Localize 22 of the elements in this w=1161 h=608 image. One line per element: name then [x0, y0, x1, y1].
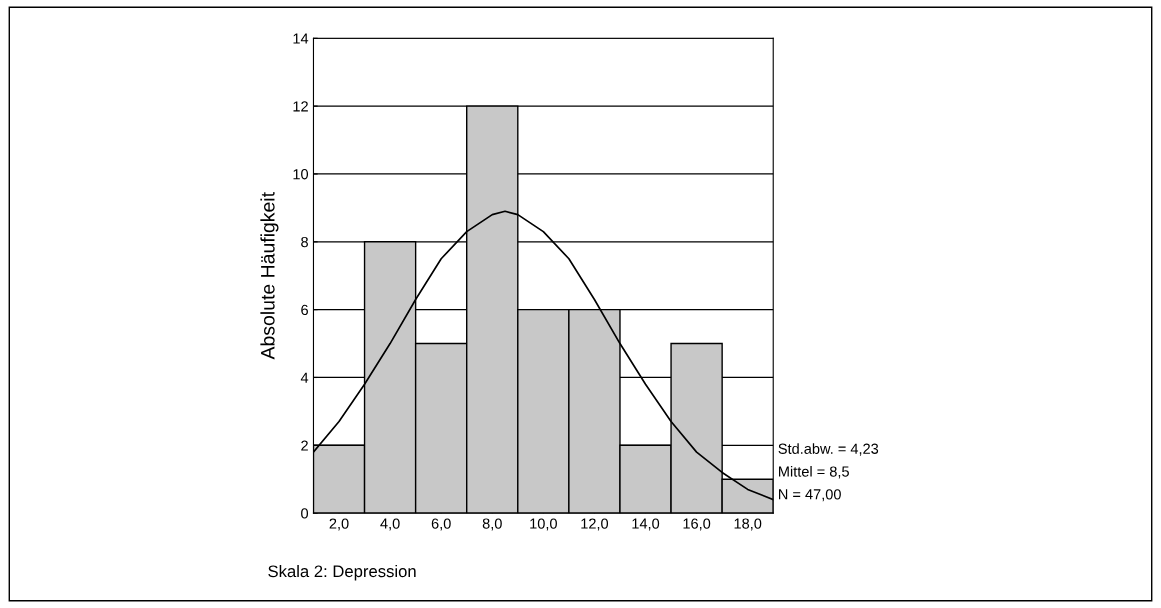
x-tick-label: 12,0	[581, 518, 609, 531]
y-tick-label: 2	[301, 440, 308, 451]
y-tick-label: 8	[301, 236, 308, 248]
y-tick-label: 12	[293, 101, 308, 112]
x-tick-label: 10,0	[530, 518, 557, 531]
y-tick-label: 4	[300, 372, 309, 383]
text: N = 47,00	[779, 489, 841, 502]
x-tick-label: 6,0	[431, 518, 451, 531]
y-tick-label: 10	[293, 169, 309, 180]
y-axis-title: Absolute Häufigkeit	[260, 192, 279, 360]
x-tick-label: 14,0	[632, 518, 660, 531]
x-tick-label: 16,0	[683, 518, 711, 531]
text: Std.abw. = 4,23	[778, 443, 879, 456]
x-tick-label: 8,0	[482, 518, 502, 531]
x-axis-title: Skala 2: Depression	[268, 564, 416, 581]
text: Mittel = 8,5	[779, 465, 849, 479]
y-tick-label: 6	[301, 304, 308, 316]
y-tick-label: 0	[301, 508, 309, 519]
y-tick-label: 14	[293, 33, 309, 44]
x-tick-label: 4,0	[380, 518, 400, 531]
x-tick-label: 18,0	[734, 518, 762, 531]
x-tick-label: 2,0	[329, 518, 349, 531]
